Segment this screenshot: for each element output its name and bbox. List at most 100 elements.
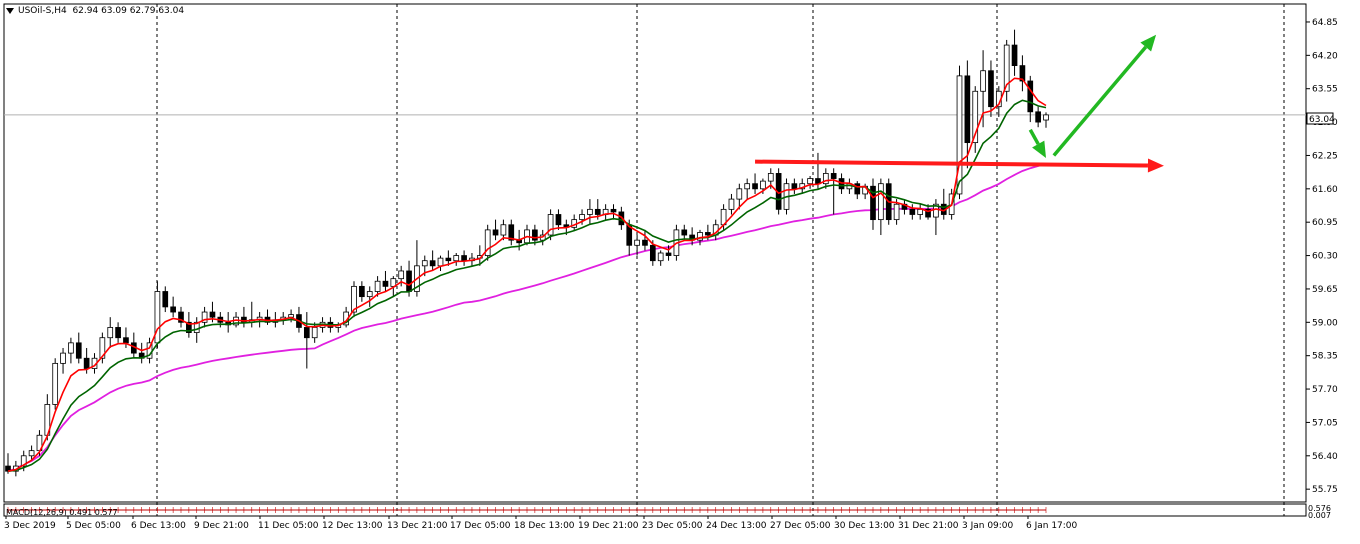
ma-mid-line <box>7 99 1047 472</box>
candle-body <box>791 183 798 190</box>
y-tick-label: 56.40 <box>1312 452 1338 462</box>
x-tick-label: 24 Dec 13:00 <box>706 521 767 531</box>
x-tick-label: 11 Dec 05:00 <box>258 521 319 531</box>
x-tick-label: 30 Dec 13:00 <box>834 521 895 531</box>
candle-body <box>209 311 216 318</box>
symbol-label: USOil-S,H4 <box>18 6 67 16</box>
candle-body <box>115 327 121 339</box>
annotation-arrow-shaft <box>1028 128 1040 145</box>
candle-body <box>28 450 35 457</box>
candle-body <box>484 229 491 256</box>
candle-body <box>579 214 585 221</box>
candle-body <box>933 203 939 218</box>
price-axis: 64.8564.2063.5562.9062.2561.6060.9560.30… <box>1306 18 1338 495</box>
candle-body <box>972 90 979 144</box>
candle-body <box>547 214 554 236</box>
candle-body <box>52 362 59 405</box>
candle-body <box>68 342 74 354</box>
candle-body <box>587 208 593 215</box>
candle-body <box>20 455 27 467</box>
y-tick-label: 64.85 <box>1312 18 1338 28</box>
x-tick-label: 17 Dec 05:00 <box>450 521 511 531</box>
candle-body <box>705 232 711 236</box>
candle-body <box>736 188 743 200</box>
candle-body <box>492 229 499 236</box>
y-tick-label: 61.60 <box>1312 185 1338 195</box>
candle-body <box>193 321 200 333</box>
ma-fast-line <box>7 77 1047 472</box>
candle-body <box>665 252 672 256</box>
candle-body <box>532 229 538 241</box>
x-tick-label: 3 Dec 2019 <box>4 521 56 531</box>
candle-body <box>445 257 452 262</box>
candle-body <box>752 183 758 190</box>
macd-label: MACD(12,26,9) 0.491 0.577 <box>6 508 118 517</box>
candle-body <box>893 203 900 221</box>
candle-body <box>406 270 412 292</box>
candle-body <box>359 285 365 298</box>
y-tick-label: 57.05 <box>1312 418 1338 428</box>
candle-body <box>508 224 515 241</box>
candle-body <box>1019 65 1026 82</box>
candle-body <box>610 208 617 213</box>
x-tick-label: 19 Dec 21:00 <box>578 521 639 531</box>
candle-body <box>956 75 963 195</box>
y-tick-label: 60.95 <box>1312 218 1338 228</box>
x-tick-label: 31 Dec 21:00 <box>898 521 959 531</box>
candle-body <box>123 337 129 344</box>
time-axis: 3 Dec 2019 5 Dec 05:00 6 Dec 13:00 9 Dec 21… <box>4 516 1078 531</box>
candle-body <box>178 311 184 323</box>
candle-body <box>107 327 114 339</box>
x-tick-label: 27 Dec 05:00 <box>770 521 831 531</box>
candle-body <box>964 75 971 144</box>
candle-body <box>382 280 389 287</box>
candle-body <box>744 183 751 190</box>
candle-body <box>1035 111 1041 123</box>
candle-body <box>830 173 837 179</box>
candle-body <box>1011 44 1018 67</box>
candle-body <box>909 208 916 215</box>
x-tick-label: 18 Dec 13:00 <box>514 521 575 531</box>
candle-body <box>162 291 169 308</box>
candle-body <box>453 255 460 262</box>
candle-body <box>642 239 648 246</box>
candle-body <box>1043 114 1049 121</box>
y-tick-label: 60.30 <box>1312 252 1338 262</box>
candle-body <box>500 224 507 236</box>
x-tick-label: 5 Dec 05:00 <box>66 521 121 531</box>
candle-body <box>657 252 664 262</box>
candle-body <box>186 321 192 333</box>
y-tick-label: 58.35 <box>1312 352 1338 362</box>
candle-body <box>311 327 318 339</box>
y-tick-label: 59.65 <box>1312 285 1338 295</box>
y-tick-label: 62.25 <box>1312 151 1338 161</box>
candle-body <box>99 337 106 359</box>
candle-body <box>988 70 994 108</box>
x-tick-label: 13 Dec 21:00 <box>387 521 448 531</box>
annotation-arrow-shaft <box>755 159 1148 168</box>
candle-body <box>351 285 357 313</box>
dropdown-triangle-icon[interactable] <box>6 7 14 14</box>
candle-body <box>697 232 703 241</box>
candle-body <box>649 244 656 262</box>
annotation-arrow-head <box>1147 158 1164 173</box>
candle-body <box>878 183 884 221</box>
candle-body <box>870 185 876 221</box>
candle-body <box>429 260 436 267</box>
candle-body <box>854 183 861 195</box>
price-tag: 63.04 <box>1306 112 1335 125</box>
candle-body <box>201 311 208 323</box>
macd-indicator <box>7 507 1047 513</box>
annotation-arrow-head <box>1032 140 1046 159</box>
annotations <box>755 34 1164 173</box>
chart-header: USOil-S,H4 62.94 63.09 62.79 63.04 <box>6 6 184 16</box>
price-tag-box <box>1306 112 1334 125</box>
candle-body <box>366 291 373 298</box>
candle-body <box>1027 80 1034 113</box>
candle-body <box>555 214 562 226</box>
candle-body <box>303 327 310 339</box>
annotation-arrow-head <box>1140 34 1157 52</box>
ma-mid-path <box>7 99 1047 472</box>
